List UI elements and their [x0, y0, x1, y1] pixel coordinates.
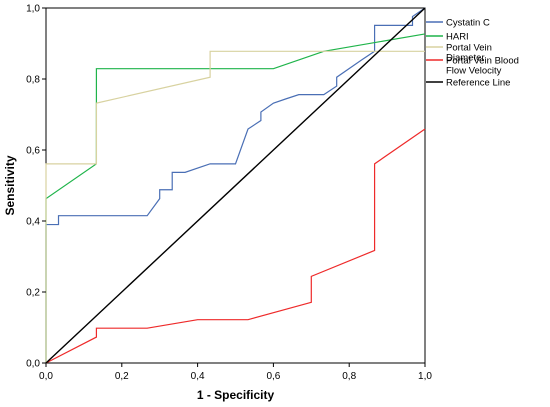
x-axis-title: 1 - Specificity	[197, 388, 275, 402]
legend-item-label: HARI	[446, 32, 469, 43]
y-tick-label: 1,0	[26, 4, 40, 15]
legend-item-label: Portal Vein Diameter	[446, 43, 492, 64]
x-tick-label: 0,8	[342, 371, 356, 382]
y-axis: 0,0 0,2 0,4 0,6 0,8 1,0	[26, 4, 46, 370]
x-tick-label: 0,2	[115, 371, 129, 382]
legend-item-label: Reference Line	[446, 78, 510, 89]
series-layer	[45, 7, 426, 364]
y-tick-label: 0,2	[26, 288, 40, 299]
legend-item-label: Cystatin C	[446, 18, 490, 29]
series-line-2	[45, 50, 425, 363]
y-tick-label: 0,4	[26, 217, 40, 228]
series-line-4	[45, 7, 426, 364]
y-tick-label: 0,0	[26, 359, 40, 370]
x-tick-label: 0,4	[191, 371, 205, 382]
x-axis: 0,0 0,2 0,4 0,6 0,8 1,0	[39, 363, 432, 382]
y-tick-label: 0,6	[26, 146, 40, 157]
series-line-3	[45, 128, 426, 364]
x-tick-label: 0,0	[39, 371, 53, 382]
y-axis-title: Sensitivity	[3, 155, 17, 215]
legend-item-label: Portal Vein Blood Flow Velocity	[446, 56, 519, 77]
x-tick-label: 1,0	[418, 371, 432, 382]
x-tick-label: 0,6	[266, 371, 280, 382]
series-line-0	[45, 7, 426, 363]
y-tick-label: 0,8	[26, 75, 40, 86]
